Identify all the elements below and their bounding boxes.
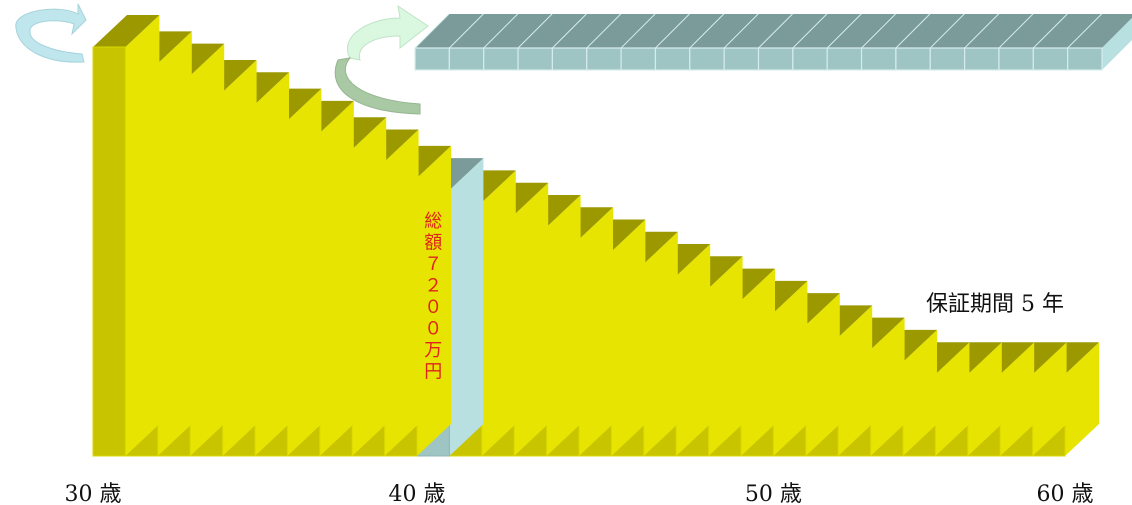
bar-side-face — [611, 219, 646, 456]
strip-segment — [551, 47, 588, 71]
bar-side-face — [1032, 342, 1067, 456]
strip-segment — [723, 47, 760, 71]
bar-side-face — [1065, 342, 1099, 456]
bar-side-face — [222, 59, 257, 457]
bar-top-face — [93, 15, 160, 47]
total-amount-char: ０ — [424, 319, 442, 340]
strip-segment — [826, 47, 863, 71]
strip-top-divider — [895, 13, 931, 49]
guarantee-period-label: 保証期間 5 年 — [926, 292, 1064, 317]
bar-side-face — [870, 317, 905, 456]
strip-top-divider — [998, 13, 1034, 49]
strip-segment — [586, 47, 622, 71]
bar-side-face — [514, 182, 549, 456]
bar-side-face — [676, 244, 711, 456]
total-amount-char: ２ — [424, 276, 442, 297]
bar-side-face — [319, 100, 354, 456]
strip-top-divider — [861, 13, 896, 49]
total-amount-char: ７ — [424, 254, 442, 275]
strip-top-divider — [929, 13, 965, 49]
rotate-right-arrow-tail — [334, 57, 421, 115]
strip-top-divider — [1032, 13, 1068, 49]
bar-side-face — [741, 268, 775, 456]
bar-side-face — [287, 88, 322, 457]
strip-top-face — [415, 14, 1132, 48]
bar-side-face — [449, 158, 484, 456]
age-label: 50 歳 — [745, 482, 802, 505]
bar-side-face — [384, 129, 419, 456]
bar-side-face — [708, 256, 743, 456]
strip-top-divider — [552, 13, 587, 49]
annual-payout-bars — [92, 15, 1099, 457]
strip-top-divider — [586, 13, 622, 49]
bar-side-face — [157, 31, 192, 457]
bar-side-face — [1000, 342, 1035, 456]
strip-segment — [414, 47, 450, 71]
strip-top-divider — [483, 13, 519, 49]
strip-segment — [620, 47, 657, 71]
strip-top-divider — [1067, 13, 1103, 49]
strip-segment — [1067, 47, 1103, 71]
strip-segment — [895, 47, 931, 71]
bar-side-face — [417, 145, 451, 456]
strip-segment — [963, 47, 1000, 71]
bar-front-face — [92, 46, 126, 457]
bar-side-face — [546, 194, 581, 456]
bar-side-face — [125, 15, 160, 456]
strip-top-divider — [723, 13, 759, 49]
strip-top-divider — [758, 13, 793, 49]
strip-top-divider — [414, 13, 450, 49]
age-label: 60 歳 — [1037, 482, 1094, 505]
age-label: 30 歳 — [65, 482, 122, 505]
strip-top-divider — [964, 13, 999, 49]
strip-segment — [689, 47, 725, 71]
age-axis: 30 歳 40 歳 50 歳 60 歳 — [65, 482, 1094, 505]
strip-segment — [792, 47, 828, 71]
bar-side-face — [255, 72, 289, 456]
strip-segment — [929, 47, 966, 71]
strip-top-divider — [792, 13, 828, 49]
strip-segment — [517, 47, 553, 71]
strip-segment — [757, 47, 794, 71]
bar-side-face — [935, 342, 970, 456]
strip-top-divider — [517, 13, 553, 49]
bar-side-face — [643, 231, 678, 456]
bar-side-face — [903, 329, 937, 456]
strip-top-divider — [448, 13, 484, 49]
bar-side-face — [967, 342, 1002, 456]
strip-top-divider — [655, 13, 690, 49]
bar-side-face — [838, 305, 873, 456]
strip-segment — [860, 47, 897, 71]
strip-segment — [998, 47, 1034, 71]
payout-bar — [92, 15, 160, 457]
strip-top-divider — [826, 13, 862, 49]
bar-side-face — [481, 170, 516, 457]
strip-segment — [483, 47, 519, 71]
strip-top-divider — [689, 13, 725, 49]
paid-years-strip — [414, 13, 1132, 71]
strip-top-divider — [620, 13, 656, 49]
total-amount-char: 万 — [424, 340, 442, 361]
age-label: 40 歳 — [389, 482, 446, 505]
strip-side-face — [1102, 18, 1132, 70]
bar-side-face — [805, 293, 840, 456]
bar-side-face — [773, 280, 808, 456]
strip-segment — [654, 47, 691, 71]
arrows — [15, 3, 429, 115]
bar-side-face — [579, 207, 613, 456]
bar-side-face — [352, 117, 387, 456]
total-amount-char: ０ — [424, 297, 442, 318]
bar-side-face — [190, 43, 225, 456]
total-amount-char: 額 — [424, 233, 442, 254]
total-amount-char: 円 — [424, 362, 442, 383]
rotate-right-arrow-icon — [347, 4, 429, 61]
strip-segment — [448, 47, 485, 71]
strip-segment — [1032, 47, 1069, 71]
rotate-left-arrow-icon — [15, 3, 87, 63]
total-amount-char: 総 — [424, 211, 442, 232]
